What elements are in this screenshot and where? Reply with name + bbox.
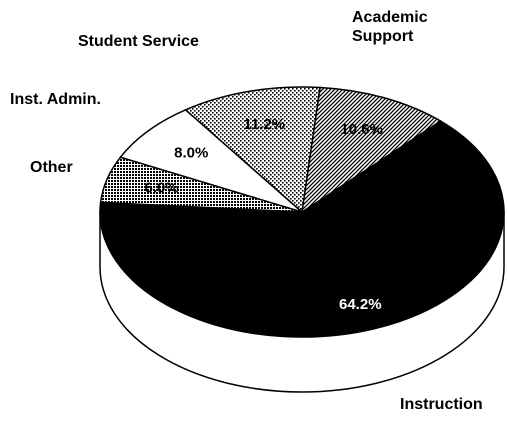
pie-slice bbox=[99, 120, 505, 338]
slice-label: 8.0% bbox=[174, 145, 208, 162]
pie-slice bbox=[119, 108, 303, 213]
category-label: Academic Support bbox=[352, 9, 428, 45]
slice-label: 6.0% bbox=[145, 179, 179, 196]
pie-slice bbox=[301, 86, 442, 214]
slice-label: 11.2% bbox=[243, 116, 285, 133]
category-label: Inst. Admin. bbox=[10, 91, 101, 108]
category-label: Instruction bbox=[400, 396, 483, 413]
pie-slice bbox=[184, 86, 321, 214]
slice-label: 10.6% bbox=[340, 121, 383, 138]
slice-label: 64.2% bbox=[339, 296, 382, 313]
category-label: Student Service bbox=[78, 33, 199, 50]
category-label: Other bbox=[30, 159, 73, 176]
